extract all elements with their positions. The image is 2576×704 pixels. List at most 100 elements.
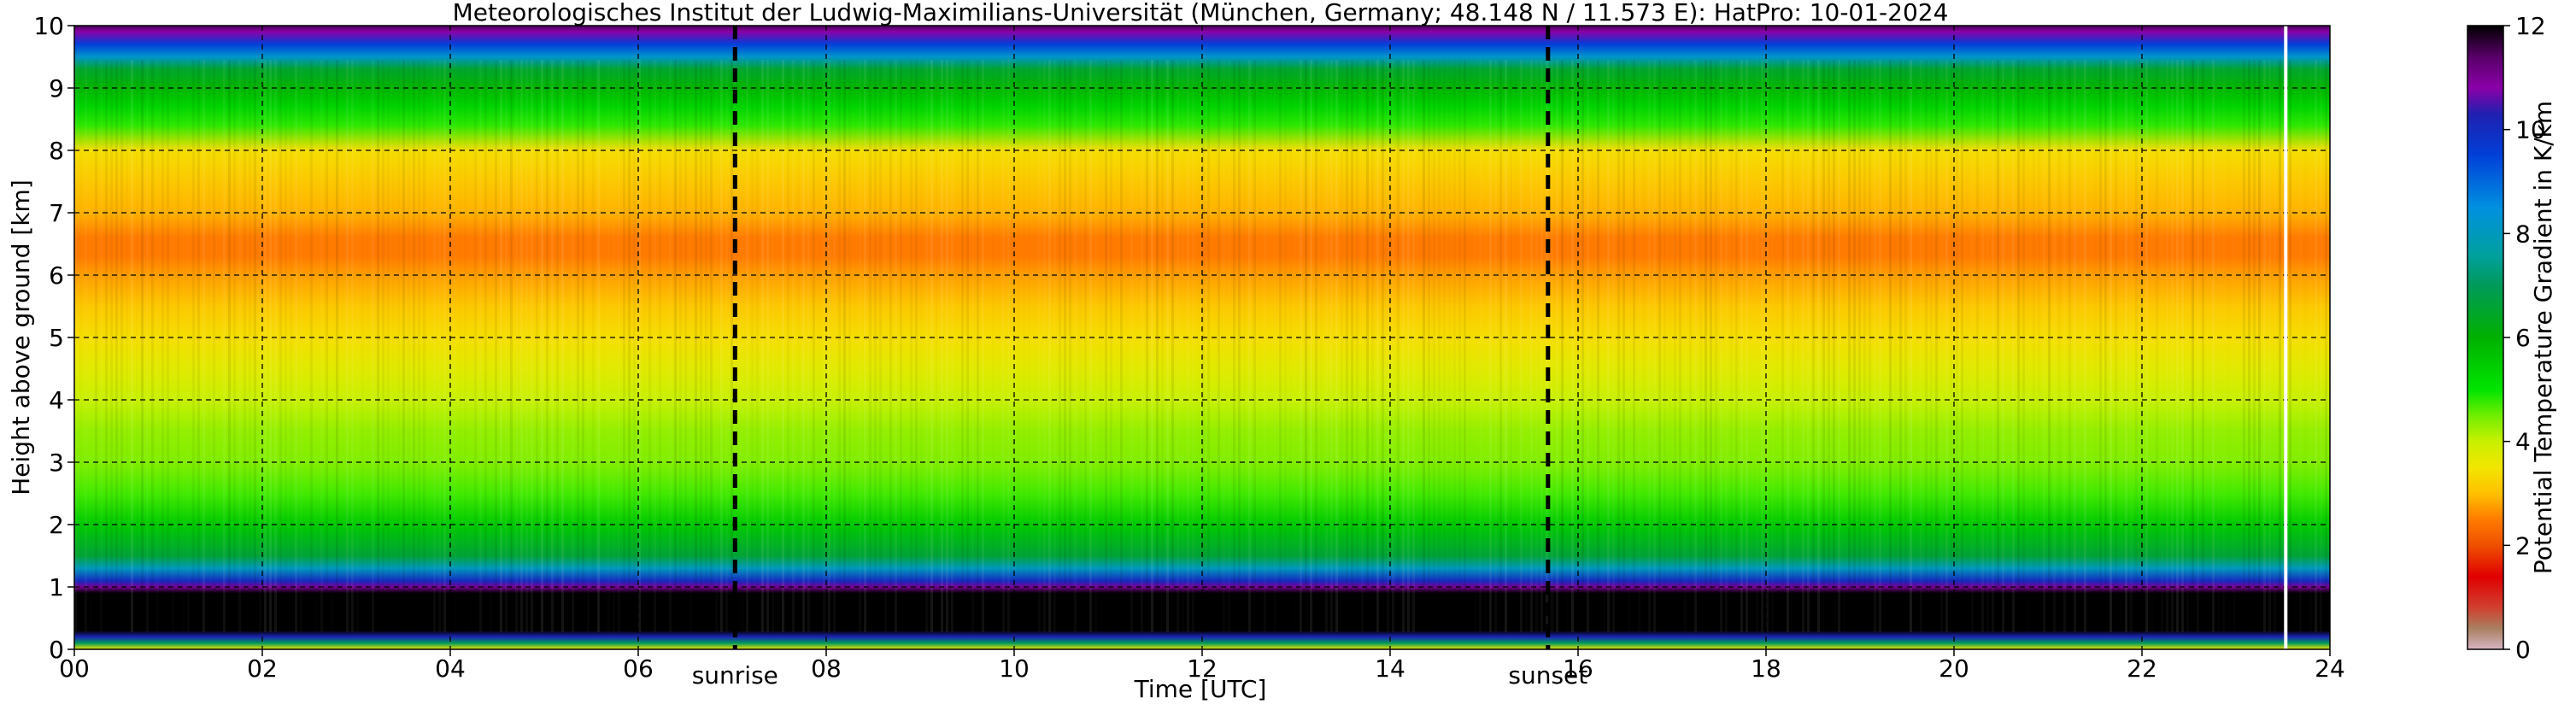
texture-streak [746,60,748,632]
texture-streak [208,60,210,632]
texture-streak [2197,60,2199,632]
texture-streak [1874,60,1876,632]
texture-streak [1971,60,1974,632]
texture-streak [2320,60,2322,632]
texture-streak [777,60,779,632]
texture-streak [2145,60,2148,632]
texture-streak [269,60,272,632]
texture-streak [613,60,615,632]
texture-streak [1617,60,1620,632]
texture-streak [874,60,877,632]
texture-streak [910,60,912,632]
texture-streak [408,60,410,632]
texture-streak [367,60,369,632]
texture-streak [633,60,636,632]
texture-streak [259,60,261,632]
texture-streak [515,60,518,632]
texture-streak [577,60,579,632]
texture-streak [1366,60,1369,632]
x-tick-label: 22 [2127,654,2157,683]
y-tick-label: 8 [49,137,64,165]
texture-streak [1710,60,1712,632]
texture-streak [1981,60,1984,632]
texture-streak [802,60,805,632]
x-tick-label: 18 [1751,654,1781,683]
x-tick-label: 20 [1939,654,1969,683]
texture-streak [1863,60,1866,632]
texture-streak [495,60,497,632]
texture-streak [1669,60,1671,632]
texture-streak [464,60,466,632]
event-label-sunrise: sunrise [692,661,778,689]
texture-streak [428,60,431,632]
texture-streak [1787,60,1789,632]
texture-streak [925,60,928,632]
texture-streak [279,60,282,632]
texture-streak [105,60,108,632]
texture-streak [1915,60,1917,632]
texture-streak [1494,60,1497,632]
texture-streak [2002,60,2004,632]
texture-streak [756,60,759,632]
texture-streak [710,60,713,632]
texture-streak [1587,60,1589,632]
texture-streak [1715,60,1717,632]
y-tick-label: 4 [49,386,64,414]
texture-streak [2089,60,2092,632]
texture-streak [418,60,420,632]
texture-streak [2079,60,2081,632]
texture-streak [807,60,810,632]
texture-streak [1023,60,1025,632]
texture-streak [1992,60,1994,632]
colorbar: 0 2 4 6 8 10 12 Potential Temperature Gradient… [2467,12,2557,664]
texture-streak [454,60,456,632]
texture-streak [1597,60,1599,632]
texture-streak [1007,60,1010,632]
texture-streak [1141,60,1143,632]
texture-streak [295,60,297,632]
texture-streak [1797,60,1799,632]
texture-streak [1315,60,1317,632]
texture-streak [2120,60,2122,632]
texture-streak [74,60,77,632]
texture-streak [1694,60,1697,632]
x-tick-label: 04 [435,654,466,683]
texture-streak [1228,60,1230,632]
texture-streak [1151,60,1153,632]
texture-streak [459,60,461,632]
texture-streak [1233,60,1235,632]
texture-streak [1392,60,1394,632]
texture-streak [1274,60,1276,632]
texture-streak [854,60,856,632]
texture-streak [392,60,395,632]
texture-streak [1248,60,1251,632]
texture-streak [1945,60,1948,632]
texture-streak [1556,60,1558,632]
texture-streak [1100,60,1102,632]
texture-streak [443,60,446,632]
texture-streak [1423,60,1425,632]
colorbar-tick-label: 0 [2515,636,2531,664]
texture-streak [1300,60,1302,632]
texture-streak [1033,60,1036,632]
texture-streak [2074,60,2076,632]
texture-streak [182,60,185,632]
texture-streak [930,60,933,632]
texture-streak [1822,60,1825,632]
texture-streak [936,60,938,632]
texture-streak [1464,60,1466,632]
texture-streak [536,60,538,632]
texture-streak [531,60,533,632]
texture-streak [100,60,103,632]
texture-streak [520,60,523,632]
texture-streak [1453,60,1456,632]
texture-streak [172,60,174,632]
texture-streak [1264,60,1266,632]
texture-streak [1253,60,1256,632]
texture-streak [551,60,554,632]
texture-streak [115,60,118,632]
texture-streak [1735,60,1738,632]
texture-streak [1197,60,1200,632]
texture-streak [1817,60,1820,632]
texture-streak [889,60,892,632]
